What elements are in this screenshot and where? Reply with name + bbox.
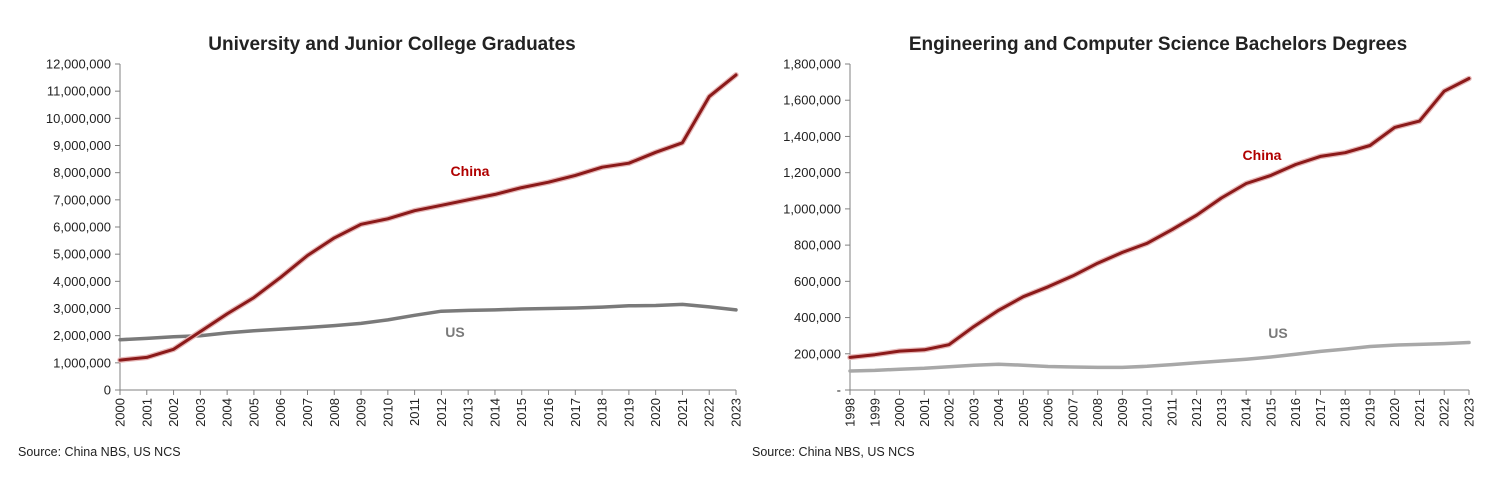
- chart-title: Engineering and Computer Science Bachelo…: [909, 34, 1407, 55]
- y-tick-label: 3,000,000: [53, 301, 111, 316]
- x-tick-label: 2021: [1412, 398, 1427, 427]
- x-tick-label: 2013: [1214, 398, 1229, 427]
- y-tick-label: 10,000,000: [46, 111, 111, 126]
- y-tick-label: 7,000,000: [53, 192, 111, 207]
- y-tick-label: 2,000,000: [53, 328, 111, 343]
- x-tick-label: 2014: [1239, 398, 1254, 427]
- source-note: Source: China NBS, US NCS: [18, 445, 181, 459]
- y-tick-label: 6,000,000: [53, 220, 111, 235]
- x-tick-label: 2013: [461, 398, 476, 427]
- x-tick-label: 2016: [1288, 398, 1303, 427]
- x-tick-label: 1998: [843, 398, 858, 427]
- x-tick-label: 2002: [166, 398, 181, 427]
- x-tick-label: 2023: [729, 398, 744, 427]
- x-tick-label: 2001: [917, 398, 932, 427]
- series-line-china: [118, 73, 738, 362]
- x-tick-label: 2008: [327, 398, 342, 427]
- x-tick-label: 2004: [220, 398, 235, 427]
- x-axis-ticks: 1998 1999 2000 2001 2002 2003 2004 2005 2006 2007…: [843, 390, 1477, 427]
- x-tick-label: 2015: [514, 398, 529, 427]
- y-tick-label: 1,800,000: [783, 57, 841, 72]
- x-tick-label: 2022: [1437, 398, 1452, 427]
- series-lines: [117, 72, 739, 363]
- y-tick-label: 0: [104, 383, 111, 398]
- x-tick-label: 2000: [892, 398, 907, 427]
- x-tick-label: 2022: [702, 398, 717, 427]
- x-tick-label: 2011: [1164, 398, 1179, 426]
- series-lines: [847, 75, 1472, 373]
- y-tick-label: 1,200,000: [783, 165, 841, 180]
- chart-title: University and Junior College Graduates: [208, 34, 575, 55]
- x-tick-label: 2009: [1115, 398, 1130, 427]
- source-note: Source: China NBS, US NCS: [752, 445, 915, 459]
- x-tick-label: 2019: [621, 398, 636, 427]
- x-tick-label: 2008: [1090, 398, 1105, 427]
- x-tick-label: 2020: [648, 398, 663, 427]
- series-label-china: China: [451, 163, 490, 179]
- x-tick-label: 2023: [1462, 398, 1477, 427]
- y-tick-label: 1,400,000: [783, 129, 841, 144]
- series-label-us: US: [1268, 325, 1287, 341]
- x-tick-label: 2002: [942, 398, 957, 427]
- series-line-us: [118, 302, 738, 342]
- x-tick-label: 2012: [1189, 398, 1204, 427]
- x-tick-label: 2010: [1140, 398, 1155, 427]
- x-tick-label: 2010: [380, 398, 395, 427]
- y-tick-label: 800,000: [794, 238, 841, 253]
- x-tick-label: 2004: [991, 398, 1006, 427]
- y-tick-label: 5,000,000: [53, 247, 111, 262]
- x-tick-label: 2016: [541, 398, 556, 427]
- x-tick-label: 2021: [675, 398, 690, 427]
- x-tick-label: 2009: [354, 398, 369, 427]
- y-tick-label: 600,000: [794, 274, 841, 289]
- y-axis-ticks: 0 1,000,000 2,000,000 3,000,000 4,000,000 5,0…: [46, 57, 120, 398]
- x-tick-label: 2014: [487, 398, 502, 427]
- x-tick-label: 2017: [568, 398, 583, 427]
- x-tick-label: 2019: [1362, 398, 1377, 427]
- x-axis-ticks: 2000 2001 2002 2003 2004 2005 2006 2007 2008 2009…: [113, 390, 744, 427]
- x-tick-label: 2005: [1016, 398, 1031, 427]
- x-tick-label: 2003: [193, 398, 208, 427]
- x-tick-label: 2006: [1041, 398, 1056, 427]
- chart-engineering-degrees: Engineering and Computer Science Bachelo…: [752, 34, 1477, 459]
- y-tick-label: 4,000,000: [53, 274, 111, 289]
- x-tick-label: 2020: [1387, 398, 1402, 427]
- x-tick-label: 2012: [434, 398, 449, 427]
- x-tick-label: 2017: [1313, 398, 1328, 427]
- y-tick-label: 9,000,000: [53, 138, 111, 153]
- y-tick-label: 1,000,000: [53, 355, 111, 370]
- x-tick-label: 1999: [867, 398, 882, 427]
- y-axis-ticks: - 200,000 400,000 600,000 800,000 1,000,000 1,…: [783, 57, 850, 398]
- y-tick-label: 1,600,000: [783, 93, 841, 108]
- series-label-us: US: [445, 324, 464, 340]
- x-tick-label: 2011: [407, 398, 422, 426]
- series-line-china-halo: [847, 75, 1472, 361]
- y-tick-label: 12,000,000: [46, 57, 111, 72]
- x-tick-label: 2018: [1338, 398, 1353, 427]
- y-tick-label: 11,000,000: [47, 84, 111, 99]
- y-tick-label: -: [837, 383, 841, 398]
- x-tick-label: 2005: [246, 398, 261, 427]
- x-tick-label: 2007: [300, 398, 315, 427]
- series-line-us: [848, 340, 1471, 373]
- y-tick-label: 200,000: [794, 346, 841, 361]
- series-line-china: [848, 77, 1471, 359]
- x-tick-label: 2006: [273, 398, 288, 427]
- y-tick-label: 1,000,000: [783, 201, 841, 216]
- y-tick-label: 8,000,000: [53, 165, 111, 180]
- x-tick-label: 2001: [139, 398, 154, 427]
- y-tick-label: 400,000: [794, 310, 841, 325]
- series-label-china: China: [1243, 147, 1282, 163]
- x-tick-label: 2000: [113, 398, 128, 427]
- x-tick-label: 2015: [1263, 398, 1278, 427]
- chart-graduates: University and Junior College Graduates …: [18, 34, 744, 459]
- x-tick-label: 2003: [966, 398, 981, 427]
- x-tick-label: 2007: [1065, 398, 1080, 427]
- x-tick-label: 2018: [595, 398, 610, 427]
- series-line-china-halo: [117, 72, 739, 363]
